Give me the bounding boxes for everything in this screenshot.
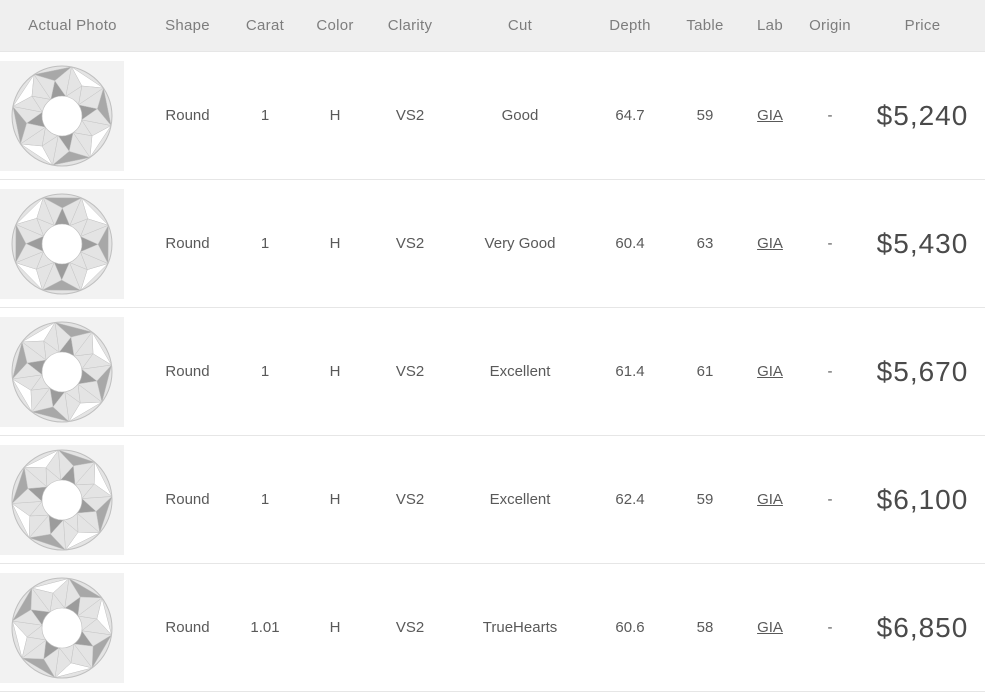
cell-depth: 60.6 <box>590 619 670 636</box>
cell-cut: Very Good <box>450 235 590 252</box>
cell-lab: GIA <box>740 491 800 508</box>
diamond-photo[interactable] <box>0 61 145 171</box>
lab-link[interactable]: GIA <box>757 235 783 252</box>
cell-depth: 64.7 <box>590 107 670 124</box>
cell-origin: - <box>800 235 860 252</box>
cell-shape: Round <box>145 363 230 380</box>
cell-price: $5,240 <box>860 100 985 132</box>
cell-lab: GIA <box>740 235 800 252</box>
cell-shape: Round <box>145 107 230 124</box>
diamond-icon <box>7 317 117 427</box>
lab-link[interactable]: GIA <box>757 107 783 124</box>
cell-table: 58 <box>670 619 740 636</box>
cell-shape: Round <box>145 491 230 508</box>
cell-table: 59 <box>670 107 740 124</box>
cell-origin: - <box>800 491 860 508</box>
col-header-color: Color <box>300 17 370 34</box>
cell-carat: 1 <box>230 107 300 124</box>
cell-clarity: VS2 <box>370 491 450 508</box>
col-header-lab: Lab <box>740 17 800 34</box>
cell-clarity: VS2 <box>370 619 450 636</box>
cell-carat: 1.01 <box>230 619 300 636</box>
diamond-icon <box>7 189 117 299</box>
cell-cut: Good <box>450 107 590 124</box>
diamond-photo[interactable] <box>0 189 145 299</box>
table-header-row: Actual Photo Shape Carat Color Clarity C… <box>0 0 985 52</box>
col-header-table: Table <box>670 17 740 34</box>
col-header-carat: Carat <box>230 17 300 34</box>
cell-price: $6,100 <box>860 484 985 516</box>
cell-table: 59 <box>670 491 740 508</box>
table-row[interactable]: Round 1 H VS2 Excellent 61.4 61 GIA - $5… <box>0 308 985 436</box>
cell-carat: 1 <box>230 491 300 508</box>
diamond-icon <box>7 61 117 171</box>
col-header-clarity: Clarity <box>370 17 450 34</box>
cell-table: 61 <box>670 363 740 380</box>
cell-origin: - <box>800 619 860 636</box>
cell-shape: Round <box>145 619 230 636</box>
col-header-origin: Origin <box>800 17 860 34</box>
table-row[interactable]: Round 1 H VS2 Good 64.7 59 GIA - $5,240 <box>0 52 985 180</box>
cell-clarity: VS2 <box>370 363 450 380</box>
cell-clarity: VS2 <box>370 235 450 252</box>
cell-depth: 61.4 <box>590 363 670 380</box>
table-row[interactable]: Round 1.01 H VS2 TrueHearts 60.6 58 GIA … <box>0 564 985 692</box>
cell-color: H <box>300 107 370 124</box>
lab-link[interactable]: GIA <box>757 619 783 636</box>
diamond-photo[interactable] <box>0 573 145 683</box>
col-header-photo: Actual Photo <box>0 17 145 34</box>
diamond-photo[interactable] <box>0 317 145 427</box>
cell-price: $5,670 <box>860 356 985 388</box>
diamond-icon <box>7 573 117 683</box>
cell-table: 63 <box>670 235 740 252</box>
cell-carat: 1 <box>230 363 300 380</box>
cell-origin: - <box>800 107 860 124</box>
cell-shape: Round <box>145 235 230 252</box>
cell-cut: Excellent <box>450 363 590 380</box>
diamond-photo[interactable] <box>0 445 145 555</box>
cell-carat: 1 <box>230 235 300 252</box>
cell-price: $6,850 <box>860 612 985 644</box>
lab-link[interactable]: GIA <box>757 363 783 380</box>
cell-clarity: VS2 <box>370 107 450 124</box>
cell-color: H <box>300 235 370 252</box>
col-header-cut: Cut <box>450 17 590 34</box>
cell-color: H <box>300 363 370 380</box>
col-header-depth: Depth <box>590 17 670 34</box>
cell-cut: TrueHearts <box>450 619 590 636</box>
cell-lab: GIA <box>740 619 800 636</box>
table-row[interactable]: Round 1 H VS2 Very Good 60.4 63 GIA - $5… <box>0 180 985 308</box>
cell-lab: GIA <box>740 363 800 380</box>
cell-price: $5,430 <box>860 228 985 260</box>
cell-origin: - <box>800 363 860 380</box>
cell-depth: 60.4 <box>590 235 670 252</box>
cell-color: H <box>300 619 370 636</box>
table-row[interactable]: Round 1 H VS2 Excellent 62.4 59 GIA - $6… <box>0 436 985 564</box>
cell-color: H <box>300 491 370 508</box>
diamond-listing-table: Actual Photo Shape Carat Color Clarity C… <box>0 0 985 692</box>
col-header-price: Price <box>860 17 985 34</box>
cell-cut: Excellent <box>450 491 590 508</box>
cell-lab: GIA <box>740 107 800 124</box>
cell-depth: 62.4 <box>590 491 670 508</box>
col-header-shape: Shape <box>145 17 230 34</box>
lab-link[interactable]: GIA <box>757 491 783 508</box>
diamond-icon <box>7 445 117 555</box>
